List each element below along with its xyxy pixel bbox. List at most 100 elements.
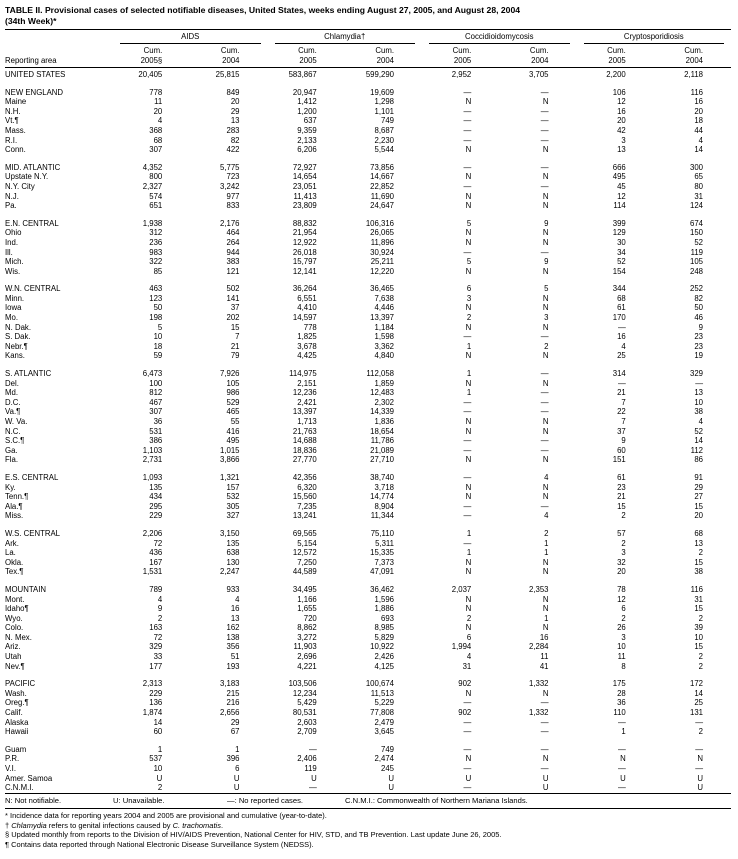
value-cell: 10 <box>153 764 163 773</box>
value-cell: 57 <box>617 528 626 538</box>
table-row: W.S. CENTRAL 2,206 3,150 69,565 75,110 1 2 57 68 <box>5 529 731 539</box>
value-cell: N <box>620 754 626 764</box>
value-cell: — <box>463 116 472 126</box>
value-cell: 85 <box>153 266 163 276</box>
value-cell: 2 <box>698 661 703 671</box>
value-cell: 666 <box>612 162 626 172</box>
value-cell: 3 <box>621 135 626 145</box>
legend-row: N: Not notifiable. U: Unavailable. —: No… <box>5 794 731 809</box>
value-cell: — <box>540 87 549 97</box>
value-cell: 12,236 <box>292 388 317 398</box>
value-cell: 26,018 <box>292 247 317 257</box>
reporting-area-cell: Oreg.¶ <box>5 698 29 708</box>
value-cell: 1,184 <box>374 322 394 332</box>
value-cell: 1,596 <box>374 594 394 604</box>
value-cell: 34 <box>617 247 626 257</box>
reporting-area-cell: Nev.¶ <box>5 661 25 671</box>
reporting-area-cell: Nebr.¶ <box>5 341 28 351</box>
value-cell: 3,183 <box>219 679 240 689</box>
value-cell: 1 <box>466 548 472 558</box>
value-cell: N <box>465 378 472 388</box>
value-cell: 11 <box>540 652 549 662</box>
value-cell: 11 <box>617 652 626 662</box>
reporting-area-cell: Ala.¶ <box>5 501 23 511</box>
value-cell: 495 <box>226 436 240 446</box>
table-row: Idaho¶ 9 16 1,655 1,886 N N 6 15 <box>5 604 731 614</box>
value-cell: N <box>697 754 703 764</box>
value-cell: N <box>542 228 549 238</box>
value-cell: 69,565 <box>292 528 317 538</box>
value-cell: 75,110 <box>370 528 394 538</box>
table-row: Md. 812 986 12,236 12,483 1 — 21 13 <box>5 388 731 398</box>
value-cell: 1,859 <box>374 378 394 388</box>
value-cell: 3,362 <box>374 341 394 351</box>
table-title: TABLE II. Provisional cases of selected … <box>5 5 731 26</box>
value-cell: 2,479 <box>374 717 394 727</box>
value-cell: 248 <box>689 266 703 276</box>
value-cell: 21,089 <box>370 445 394 455</box>
value-cell: 1,298 <box>374 97 394 107</box>
value-cell: 1,332 <box>528 679 549 689</box>
value-cell: 9,359 <box>297 125 317 135</box>
value-cell: — <box>463 106 472 116</box>
reporting-area-cell: Maine <box>5 97 27 107</box>
value-cell: 36 <box>617 698 626 708</box>
table-row: Mass. 368 283 9,359 8,687 — — 42 44 <box>5 126 731 136</box>
value-cell: 14 <box>694 436 703 446</box>
value-cell: 368 <box>149 125 163 135</box>
column-group-cryptosporidiosis: Cryptosporidiosis <box>577 30 732 44</box>
value-cell: 9 <box>544 257 549 267</box>
table-row: V.I. 10 6 119 245 — — — — <box>5 764 731 774</box>
value-cell: — <box>540 436 549 446</box>
value-cell: 175 <box>612 679 626 689</box>
value-cell: 3,705 <box>528 70 549 79</box>
reporting-area-cell: Wis. <box>5 266 21 276</box>
value-cell: N <box>465 191 472 201</box>
reporting-area-cell: MID. ATLANTIC <box>5 162 61 172</box>
value-cell: 2,133 <box>297 135 317 145</box>
value-cell: 344 <box>612 284 626 294</box>
value-cell: 114 <box>613 201 626 211</box>
reporting-area-cell: Guam <box>5 744 27 754</box>
value-cell: 11,786 <box>370 436 394 446</box>
value-cell: 21 <box>617 492 626 502</box>
value-cell: N <box>542 293 549 303</box>
value-cell: 44,589 <box>292 567 317 577</box>
reporting-area-cell: Wash. <box>5 688 27 698</box>
group-spacer <box>5 737 731 745</box>
value-cell: 47,091 <box>370 567 394 577</box>
reporting-area-cell: Vt.¶ <box>5 116 19 126</box>
value-cell: 12,234 <box>292 688 317 698</box>
value-cell: 129 <box>612 228 626 238</box>
table-row: E.N. CENTRAL 1,938 2,176 88,832 106,316 5 9 399… <box>5 219 731 229</box>
value-cell: 229 <box>149 511 163 521</box>
value-cell: — <box>540 106 549 116</box>
value-cell: 977 <box>226 191 240 201</box>
value-cell: 12 <box>617 594 626 604</box>
value-cell: 138 <box>226 632 240 642</box>
value-cell: 396 <box>226 754 240 764</box>
value-cell: 20 <box>617 116 626 126</box>
value-cell: — <box>463 125 472 135</box>
value-cell: 8,687 <box>374 125 394 135</box>
value-cell: 30 <box>617 237 626 247</box>
value-cell: 944 <box>226 247 240 257</box>
value-cell: 329 <box>149 642 163 652</box>
table-row: W.N. CENTRAL 463 502 36,264 36,465 6 5 344 252 <box>5 284 731 294</box>
value-cell: N <box>542 492 549 502</box>
value-cell: 106 <box>612 87 626 97</box>
value-cell: 14 <box>694 145 703 155</box>
value-cell: 1 <box>544 613 549 623</box>
value-cell: N <box>542 567 549 577</box>
value-cell: 10,922 <box>370 642 394 652</box>
value-cell: 933 <box>226 584 240 594</box>
value-cell: — <box>463 87 472 97</box>
subheader-row: Cum. 2005§ Cum. 2004 Cum. 2005 Cum. 2004 Cum… <box>5 44 731 68</box>
value-cell: N <box>542 426 549 436</box>
value-cell: 3,242 <box>219 181 240 191</box>
value-cell: 5 <box>544 284 549 294</box>
reporting-area-cell: Miss. <box>5 511 24 521</box>
value-cell: 116 <box>690 87 703 97</box>
value-cell: 1,015 <box>219 445 240 455</box>
value-cell: 15,797 <box>292 257 317 267</box>
